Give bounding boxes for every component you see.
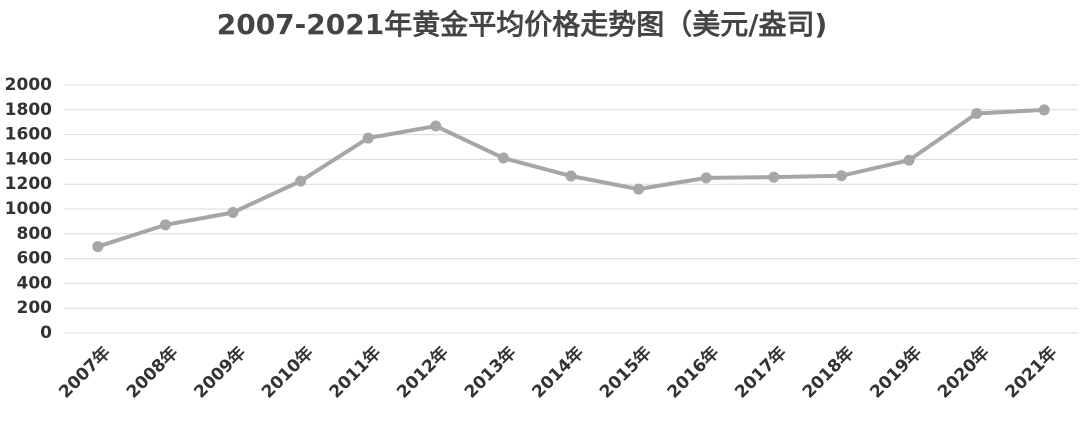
x-tick-label: 2016年	[663, 342, 723, 402]
y-tick-label: 1800	[5, 100, 52, 120]
point	[497, 152, 509, 164]
point	[565, 170, 577, 182]
point	[903, 154, 915, 166]
point	[1038, 104, 1050, 116]
point	[971, 108, 983, 120]
y-tick-label: 1200	[5, 174, 52, 194]
y-tick-label: 600	[17, 249, 53, 269]
point	[295, 175, 307, 187]
y-tick-label: 1000	[5, 199, 52, 219]
y-tick-label: 1400	[5, 149, 52, 169]
x-tick-label: 2011年	[325, 342, 385, 402]
x-tick-label: 2013年	[460, 342, 520, 402]
x-tick-label: 2010年	[257, 342, 317, 402]
point	[700, 172, 712, 184]
y-tick-label: 0	[40, 323, 52, 343]
point	[633, 183, 645, 195]
y-tick-label: 200	[17, 298, 53, 318]
x-tick-label: 2007年	[55, 342, 115, 402]
x-tick-label: 2015年	[595, 342, 655, 402]
x-tick-label: 2019年	[866, 342, 926, 402]
point	[430, 120, 442, 132]
chart-title: 2007-2021年黄金平均价格走势图（美元/盎司)	[217, 8, 828, 41]
y-tick-label: 1600	[5, 125, 52, 145]
x-tick-label: 2018年	[798, 342, 858, 402]
x-tick-label: 2017年	[731, 342, 791, 402]
point	[835, 170, 847, 182]
x-tick-label: 2014年	[528, 342, 588, 402]
point	[362, 132, 374, 144]
x-tick-label: 2009年	[190, 342, 250, 402]
x-tick-label: 2020年	[933, 342, 993, 402]
point	[92, 241, 104, 253]
y-tick-label: 800	[17, 224, 53, 244]
point	[159, 219, 171, 231]
point	[768, 171, 780, 183]
x-tick-label: 2012年	[393, 342, 453, 402]
x-tick-label: 2008年	[122, 342, 182, 402]
point	[227, 206, 239, 218]
y-tick-label: 2000	[5, 75, 52, 95]
x-tick-label: 2021年	[1001, 342, 1061, 402]
y-tick-label: 400	[17, 273, 53, 293]
